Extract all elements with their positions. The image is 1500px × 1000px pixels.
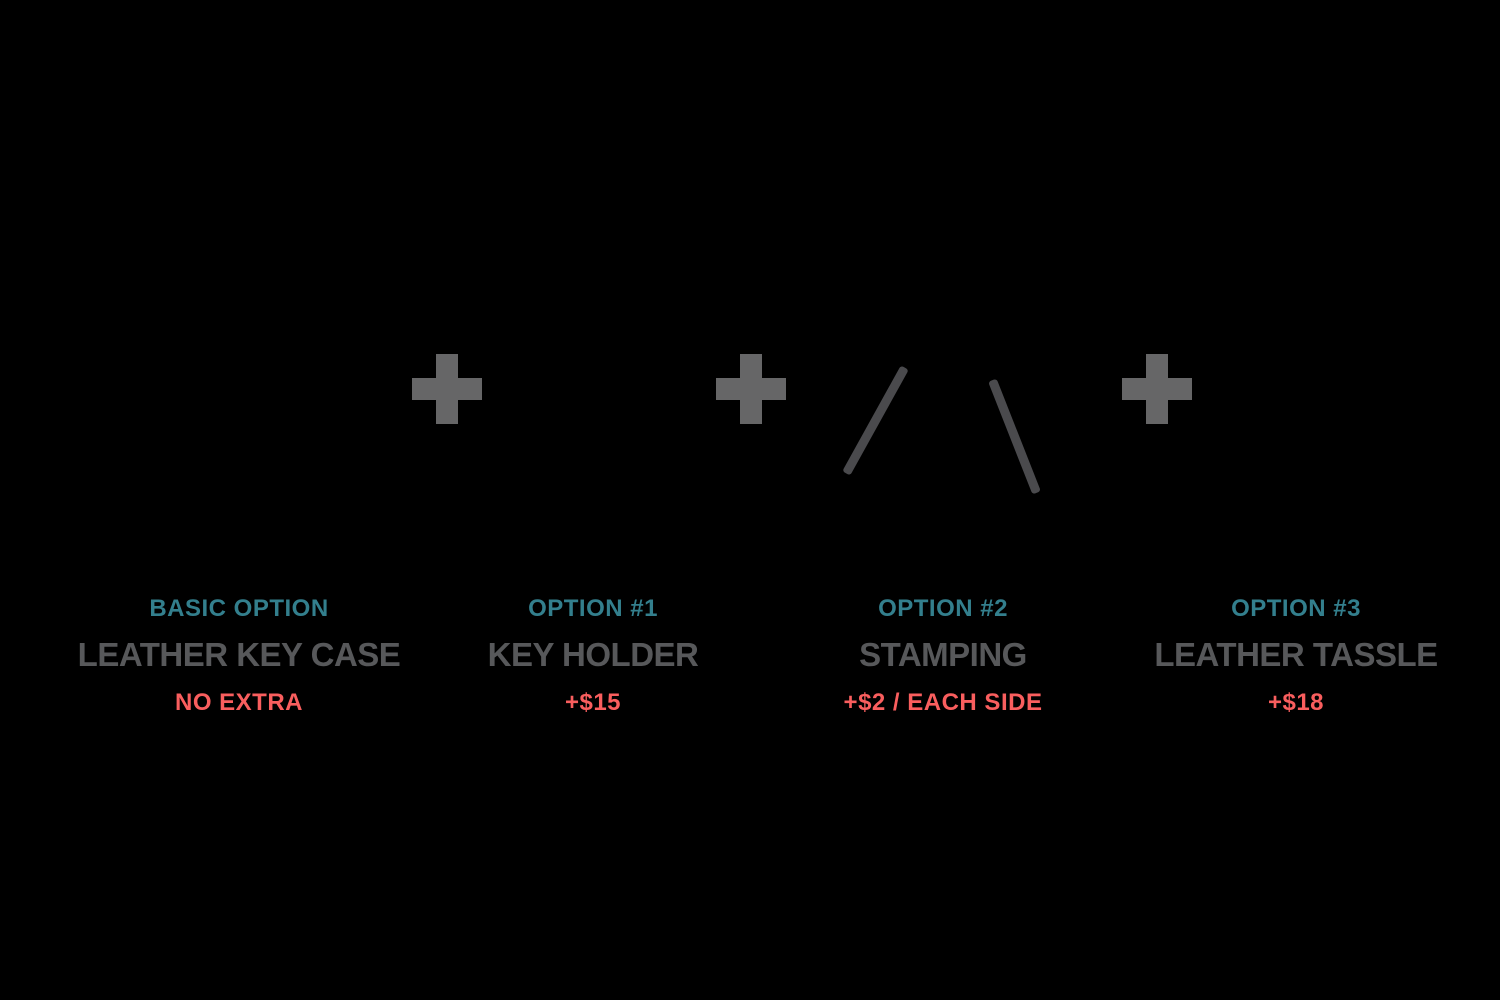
option-price: NO EXTRA xyxy=(174,689,303,716)
option-label: OPTION #1 xyxy=(528,595,658,622)
plus-icon-horizontal-bar xyxy=(1122,378,1192,400)
option-column-basic: BASIC OPTION LEATHER KEY CASE NO EXTRA xyxy=(49,595,429,717)
plus-icon xyxy=(716,354,786,424)
plus-icon xyxy=(1122,354,1192,424)
option-price: +$18 xyxy=(1267,689,1325,716)
option-label: OPTION #3 xyxy=(1231,595,1361,622)
stamping-tool-icon xyxy=(988,378,1041,495)
option-column-2: OPTION #2 STAMPING +$2 / EACH SIDE xyxy=(753,595,1133,717)
option-title: LEATHER KEY CASE xyxy=(77,636,401,673)
option-label: OPTION #2 xyxy=(878,595,1008,622)
option-title: LEATHER TASSLE xyxy=(1154,636,1438,673)
option-title: STAMPING xyxy=(859,636,1027,673)
option-column-3: OPTION #3 LEATHER TASSLE +$18 xyxy=(1106,595,1486,717)
plus-icon xyxy=(412,354,482,424)
plus-icon-horizontal-bar xyxy=(716,378,786,400)
option-price: +$15 xyxy=(564,689,622,716)
option-title: KEY HOLDER xyxy=(487,636,699,673)
option-price: +$2 / EACH SIDE xyxy=(843,689,1043,716)
option-label: BASIC OPTION xyxy=(149,595,329,622)
option-column-1: OPTION #1 KEY HOLDER +$15 xyxy=(403,595,783,717)
plus-icon-horizontal-bar xyxy=(412,378,482,400)
stamping-tool-icon xyxy=(842,365,909,476)
